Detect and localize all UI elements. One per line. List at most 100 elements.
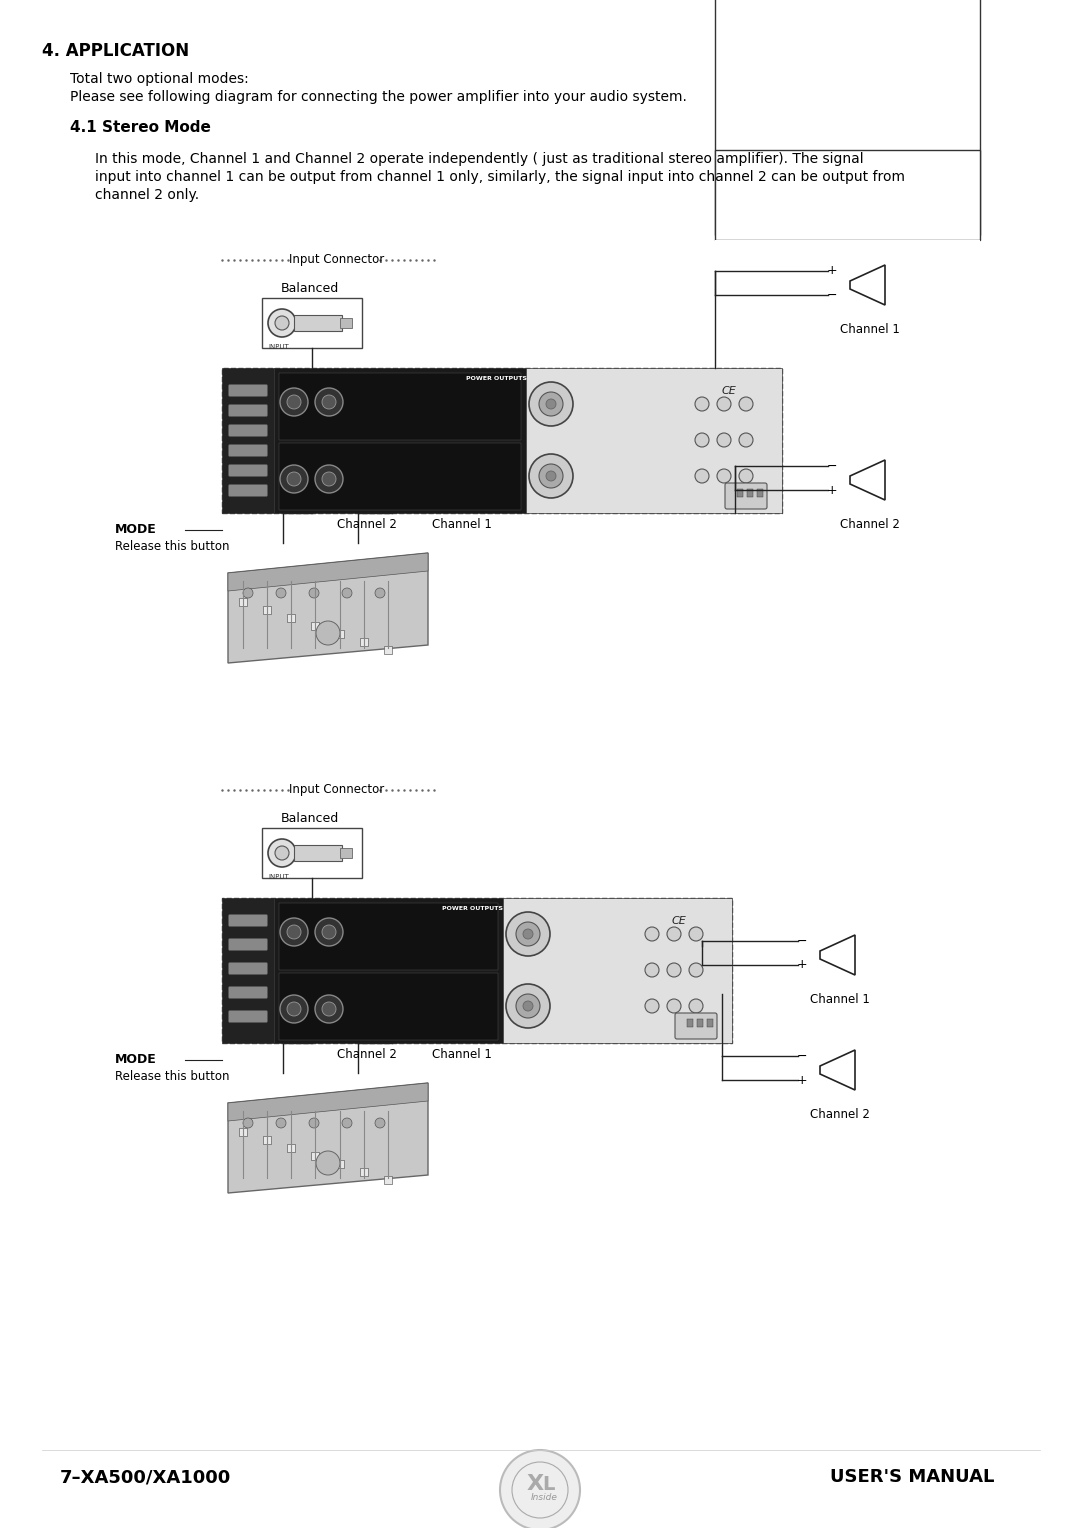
Text: −: − — [827, 289, 837, 301]
Bar — [360, 639, 368, 646]
Bar — [279, 373, 521, 440]
FancyBboxPatch shape — [229, 938, 268, 950]
Circle shape — [516, 995, 540, 1018]
Circle shape — [315, 995, 343, 1024]
Text: POWER OUTPUTS: POWER OUTPUTS — [465, 376, 527, 380]
Text: Balanced: Balanced — [281, 283, 339, 295]
Circle shape — [280, 918, 308, 946]
Bar — [340, 318, 352, 329]
Text: Release this button: Release this button — [114, 539, 229, 553]
Bar — [360, 1167, 368, 1177]
Circle shape — [717, 397, 731, 411]
FancyBboxPatch shape — [229, 963, 268, 975]
FancyBboxPatch shape — [229, 405, 268, 417]
Text: POWER OUTPUTS: POWER OUTPUTS — [443, 906, 503, 911]
Circle shape — [717, 469, 731, 483]
FancyBboxPatch shape — [229, 1010, 268, 1022]
FancyBboxPatch shape — [229, 445, 268, 457]
Circle shape — [507, 912, 550, 957]
FancyBboxPatch shape — [229, 465, 268, 477]
Circle shape — [243, 588, 253, 597]
Bar — [294, 845, 342, 860]
Bar — [274, 368, 526, 513]
Text: Channel 2: Channel 2 — [840, 518, 900, 532]
Bar — [264, 607, 271, 614]
Bar — [222, 368, 274, 513]
Text: input into channel 1 can be output from channel 1 only, similarly, the signal in: input into channel 1 can be output from … — [95, 170, 905, 183]
Circle shape — [645, 999, 659, 1013]
Text: −: − — [797, 935, 807, 947]
Bar — [279, 443, 521, 510]
Circle shape — [696, 397, 708, 411]
Circle shape — [342, 1118, 352, 1128]
Text: Balanced: Balanced — [281, 811, 339, 825]
Circle shape — [717, 432, 731, 448]
Circle shape — [287, 1002, 301, 1016]
Circle shape — [280, 388, 308, 416]
Bar — [340, 848, 352, 859]
Text: Channel 2: Channel 2 — [810, 1108, 869, 1122]
Circle shape — [516, 921, 540, 946]
Bar — [707, 1019, 713, 1027]
Circle shape — [276, 1118, 286, 1128]
Circle shape — [280, 995, 308, 1024]
Circle shape — [315, 465, 343, 494]
FancyBboxPatch shape — [675, 1013, 717, 1039]
Bar — [279, 973, 498, 1041]
Circle shape — [696, 469, 708, 483]
Text: Channel 1: Channel 1 — [810, 993, 869, 1005]
Circle shape — [287, 396, 301, 410]
Bar — [697, 1019, 703, 1027]
Circle shape — [529, 454, 573, 498]
Polygon shape — [850, 460, 885, 500]
Text: MODE: MODE — [114, 523, 157, 536]
Circle shape — [268, 839, 296, 866]
Circle shape — [529, 382, 573, 426]
Text: +: + — [797, 1074, 808, 1086]
Circle shape — [696, 432, 708, 448]
Text: CE: CE — [672, 915, 687, 926]
Circle shape — [316, 1151, 340, 1175]
Text: CE: CE — [723, 387, 737, 396]
Text: 7–XA500/XA1000: 7–XA500/XA1000 — [60, 1468, 231, 1487]
Circle shape — [739, 397, 753, 411]
Text: INPUT: INPUT — [268, 344, 288, 350]
Circle shape — [645, 963, 659, 976]
Text: 4.1 Stereo Mode: 4.1 Stereo Mode — [70, 121, 211, 134]
Bar — [715, 240, 980, 330]
Circle shape — [689, 963, 703, 976]
Circle shape — [667, 927, 681, 941]
Bar — [222, 898, 732, 1044]
Text: L: L — [542, 1475, 554, 1493]
Text: Channel 1: Channel 1 — [432, 518, 491, 532]
Circle shape — [316, 620, 340, 645]
FancyBboxPatch shape — [725, 483, 767, 509]
Circle shape — [645, 927, 659, 941]
Text: +: + — [826, 483, 837, 497]
Bar — [264, 1135, 271, 1144]
Bar — [287, 614, 295, 622]
Text: Channel 1: Channel 1 — [432, 1048, 491, 1060]
Bar — [715, 0, 980, 235]
Polygon shape — [820, 935, 855, 975]
Text: INPUT: INPUT — [268, 874, 288, 880]
Text: Channel 2: Channel 2 — [337, 518, 396, 532]
Circle shape — [739, 432, 753, 448]
Circle shape — [375, 588, 384, 597]
Circle shape — [315, 388, 343, 416]
Bar — [747, 489, 753, 497]
Bar — [287, 1144, 295, 1152]
Bar — [239, 1128, 247, 1135]
Bar — [737, 489, 743, 497]
Circle shape — [667, 963, 681, 976]
Text: Input Connector: Input Connector — [289, 254, 384, 266]
Circle shape — [539, 393, 563, 416]
Circle shape — [287, 472, 301, 486]
Text: X: X — [526, 1475, 543, 1494]
Bar — [311, 622, 319, 630]
Circle shape — [375, 1118, 384, 1128]
FancyBboxPatch shape — [229, 425, 268, 437]
Circle shape — [342, 588, 352, 597]
Circle shape — [689, 999, 703, 1013]
Text: 4. APPLICATION: 4. APPLICATION — [42, 41, 189, 60]
